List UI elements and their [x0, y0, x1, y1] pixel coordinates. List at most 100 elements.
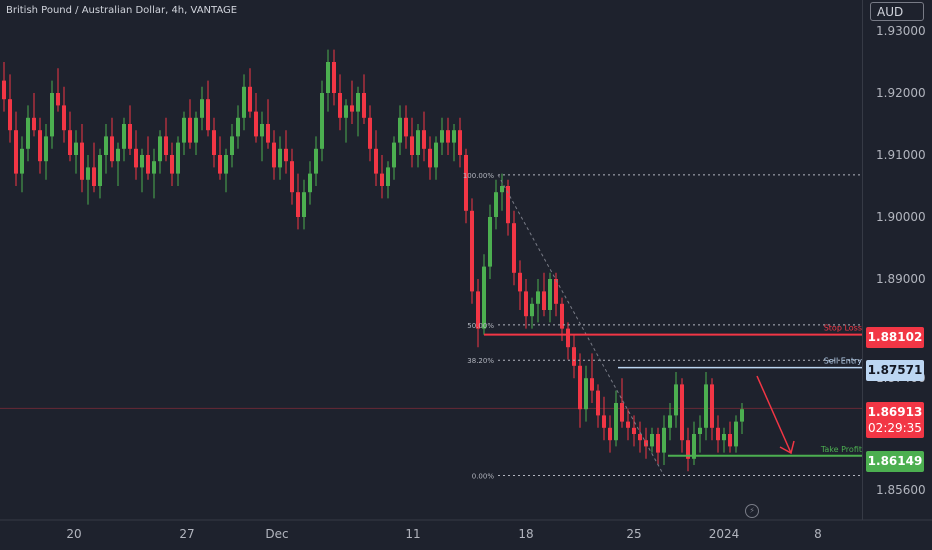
- x-tick-label: 8: [814, 527, 822, 541]
- candle-body: [104, 136, 108, 155]
- candle-body: [44, 136, 48, 162]
- candle-body: [506, 186, 510, 224]
- overlays-layer: 100.00% 50.00% 38.20% 0.00% Stop Loss Sell En…: [463, 172, 862, 481]
- take-profit-label: Take Profit: [820, 445, 862, 454]
- candle-body: [668, 415, 672, 428]
- y-tick-label: 1.89000: [876, 272, 926, 286]
- candle-body: [740, 409, 744, 422]
- candle-body: [536, 291, 540, 304]
- candle-body: [482, 266, 486, 329]
- candle-body: [8, 99, 12, 131]
- candle-body: [596, 390, 600, 416]
- candle-body: [296, 192, 300, 217]
- candle-body: [626, 421, 630, 428]
- projection-arrow-head: [779, 440, 795, 455]
- candle-body: [500, 186, 504, 193]
- candle-body: [2, 80, 6, 100]
- y-tick-label: 1.93000: [876, 24, 926, 38]
- candle-body: [272, 142, 276, 168]
- x-tick-label: 18: [518, 527, 533, 541]
- last-price-tag: 1.86913 02:29:35: [866, 402, 924, 438]
- fib-level-label: 100.00%: [463, 172, 494, 180]
- candle-body: [578, 365, 582, 410]
- last-price-value: 1.86913: [867, 405, 923, 419]
- x-tick-label: 27: [179, 527, 194, 541]
- x-axis: 20 27 Dec 11 18 25 2024 8: [66, 527, 821, 541]
- candle-body: [398, 117, 402, 143]
- candles-layer: [2, 49, 744, 472]
- candle-body: [98, 155, 102, 186]
- candle-body: [434, 142, 438, 168]
- candle-body: [194, 117, 198, 143]
- candle-body: [128, 124, 132, 149]
- price-axis-panel[interactable]: [862, 0, 932, 520]
- candle-body: [620, 403, 624, 422]
- candle-body: [428, 148, 432, 168]
- candle-body: [464, 155, 468, 211]
- currency-button[interactable]: AUD: [870, 2, 924, 21]
- candle-body: [554, 279, 558, 304]
- bar-countdown: 02:29:35: [868, 421, 922, 435]
- candle-body: [68, 130, 72, 155]
- sell-entry-label: Sell Entry: [824, 357, 863, 366]
- candle-body: [218, 155, 222, 174]
- chart-title: British Pound / Australian Dollar, 4h, V…: [6, 5, 238, 16]
- candle-body: [602, 415, 606, 428]
- candle-body: [230, 136, 234, 155]
- candle-body: [410, 136, 414, 155]
- candle-body: [56, 93, 60, 106]
- grid-layer: [0, 407, 932, 521]
- candle-body: [548, 279, 552, 310]
- candle-body: [656, 434, 660, 453]
- candle-body: [308, 173, 312, 193]
- candle-body: [614, 403, 618, 441]
- candle-body: [662, 427, 666, 453]
- candle-body: [20, 148, 24, 174]
- candle-body: [188, 117, 192, 143]
- candle-body: [224, 155, 228, 174]
- candle-body: [734, 421, 738, 447]
- candle-body: [50, 93, 54, 137]
- candle-body: [200, 99, 204, 118]
- y-tick-label: 1.92000: [876, 86, 926, 100]
- candle-body: [284, 148, 288, 162]
- candle-body: [710, 384, 714, 428]
- candle-body: [14, 130, 18, 174]
- candle-body: [212, 130, 216, 155]
- candle-body: [176, 142, 180, 174]
- candle-body: [572, 347, 576, 366]
- candle-body: [314, 148, 318, 174]
- x-tick-label: 25: [626, 527, 641, 541]
- candle-body: [650, 434, 654, 447]
- candle-body: [524, 291, 528, 317]
- candle-body: [278, 148, 282, 168]
- candle-body: [470, 210, 474, 292]
- y-tick-label: 1.85600: [876, 483, 926, 497]
- candle-body: [446, 130, 450, 143]
- candle-body: [494, 192, 498, 217]
- candle-body: [140, 155, 144, 168]
- take-profit-price-tag: 1.86149: [866, 451, 924, 472]
- candle-body: [680, 384, 684, 441]
- candle-body: [260, 124, 264, 137]
- candle-body: [164, 136, 168, 155]
- candle-body: [530, 303, 534, 317]
- fib-level-label: 50.00%: [467, 322, 494, 330]
- candle-body: [458, 130, 462, 155]
- x-tick-label: 20: [66, 527, 81, 541]
- candle-body: [422, 130, 426, 149]
- candle-body: [476, 291, 480, 329]
- candle-body: [518, 272, 522, 292]
- candle-body: [698, 427, 702, 434]
- fib-level-label: 38.20%: [467, 357, 494, 365]
- candle-body: [206, 99, 210, 131]
- clock-icon[interactable]: ⚡: [745, 504, 759, 518]
- candle-body: [350, 105, 354, 112]
- candle-body: [416, 130, 420, 155]
- candle-body: [362, 93, 366, 118]
- candle-body: [356, 93, 360, 112]
- y-tick-label: 1.91000: [876, 148, 926, 162]
- candle-body: [632, 427, 636, 434]
- candle-body: [488, 217, 492, 267]
